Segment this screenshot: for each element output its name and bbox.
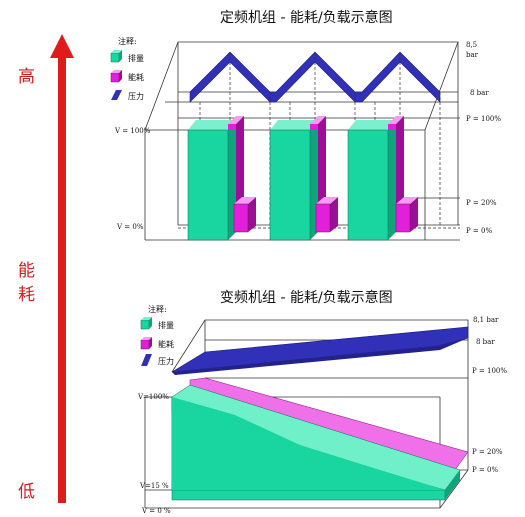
variable-legend-title: 注释: (148, 304, 167, 314)
variable-p0-label: P = 0% (472, 466, 498, 474)
fixed-energy-bar-3b (395, 203, 411, 233)
energy-swatch-icon (110, 72, 120, 83)
scale-high-label: 高 (18, 67, 35, 87)
fixed-legend-displacement: 排量 (128, 53, 144, 63)
energy-scale-shaft (58, 55, 66, 503)
variable-phigh-label: 8,1 bar (473, 316, 499, 324)
variable-p100-label: P = 100% (472, 367, 507, 375)
fixed-legend: 注释: 排量 能耗 压力 (110, 36, 144, 101)
fixed-displacement-bar-2 (269, 129, 311, 241)
variable-v0-label: V = 0 % (141, 507, 171, 515)
fixed-energy-bar-2b (315, 203, 331, 233)
variable-p20-label: P = 20% (472, 448, 503, 456)
fixed-legend-title: 注释: (118, 36, 137, 46)
fixed-p100-label: P = 100% (466, 115, 501, 123)
variable-legend: 注释: 排量 能耗 压力 (140, 304, 174, 366)
fixed-phigh-label: 8,5 (466, 41, 477, 49)
scale-low-label: 低 (18, 482, 35, 502)
var-frame-right-diag (439, 469, 469, 509)
fixed-displacement-bar-1 (187, 129, 229, 241)
scale-energy-label-2: 耗 (18, 285, 35, 305)
fixed-frame-top (144, 41, 459, 225)
variable-legend-energy: 能耗 (158, 339, 174, 349)
fixed-energy-bar-1a (228, 124, 236, 130)
fixed-bar-group-3 (347, 116, 418, 241)
fixed-v100-label: V = 100% (114, 127, 151, 135)
fixed-phigh-unit: bar (466, 51, 479, 59)
fixed-speed-diagram: 定频机组 - 能耗/负载示意图 (110, 9, 501, 241)
fixed-legend-pressure: 压力 (128, 91, 144, 101)
variable-plow-label: 8 bar (476, 338, 495, 346)
fixed-legend-energy: 能耗 (128, 72, 144, 82)
pressure-swatch-icon (111, 90, 122, 100)
fixed-frame-right (424, 41, 459, 131)
fixed-p0-label: P = 0% (466, 227, 492, 235)
fixed-bar-group-2 (269, 116, 338, 241)
fixed-energy-bar-1b (233, 203, 249, 233)
fixed-v0-label: V = 0% (116, 223, 144, 231)
fixed-bar-group-1 (187, 116, 256, 241)
variable-legend-displacement: 排量 (158, 320, 174, 330)
fixed-p20-label: P = 20% (466, 199, 497, 207)
fixed-energy-bar-2a (310, 124, 318, 130)
fixed-plow-label: 8 bar (470, 89, 489, 97)
fixed-speed-title: 定频机组 - 能耗/负载示意图 (220, 9, 393, 26)
var-pressure-swatch-icon (141, 354, 152, 366)
scale-energy-label-1: 能 (18, 261, 35, 281)
fixed-displacement-bar-3 (347, 129, 389, 241)
var-frame-top (171, 319, 469, 470)
var-energy-swatch-icon (140, 339, 150, 350)
energy-scale: 高 能 耗 低 (18, 34, 74, 503)
variable-v100-label: V=100% (137, 393, 169, 401)
displacement-swatch-icon (110, 52, 120, 63)
variable-legend-pressure: 压力 (158, 356, 174, 366)
var-displacement-swatch-icon (140, 319, 150, 330)
variable-speed-diagram: 变频机组 - 能耗/负载示意图 注释: 排量 (137, 289, 507, 515)
fixed-energy-bar-3a (388, 124, 396, 130)
energy-scale-arrow-icon (50, 34, 74, 58)
variable-speed-title: 变频机组 - 能耗/负载示意图 (220, 289, 393, 306)
variable-v15-label: V=15 % (139, 482, 169, 490)
